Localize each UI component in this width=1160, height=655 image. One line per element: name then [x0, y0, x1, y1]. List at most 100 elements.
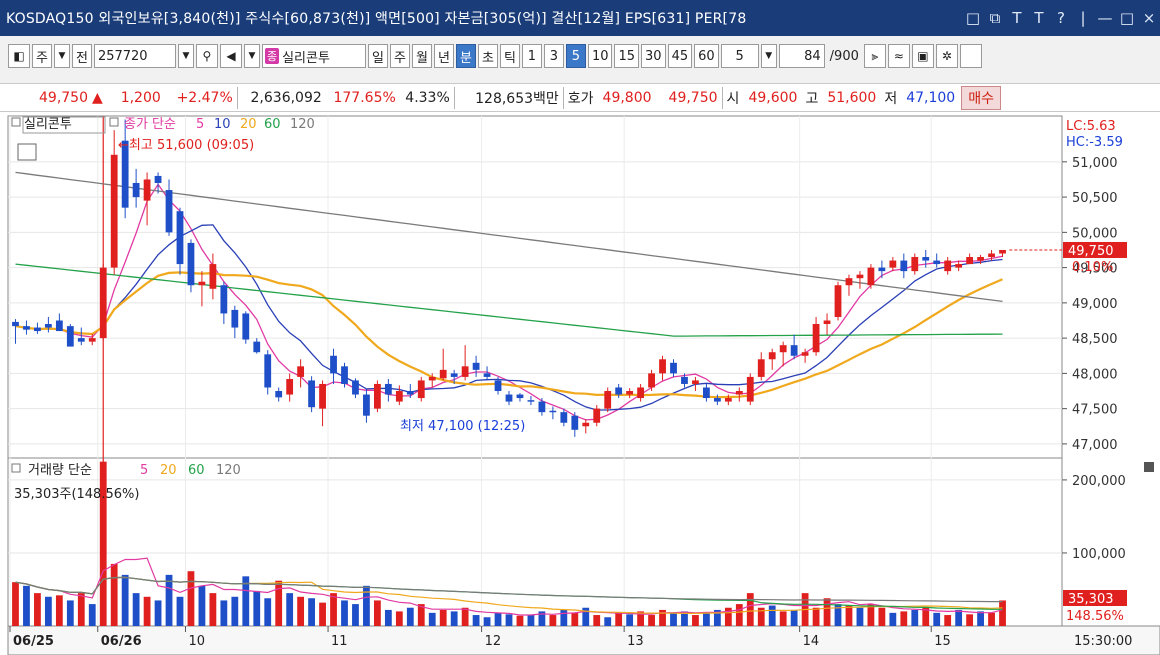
volume-legend-title: 거래량 단순	[28, 463, 92, 478]
quote-bar: 49,750 ▲ 1,200 +2.47% 2,636,092 177.65% …	[0, 84, 1160, 112]
volume-bar	[176, 596, 184, 626]
window-menu-icon[interactable]: ◧	[8, 44, 30, 68]
maximize-panel-icon[interactable]	[1144, 462, 1154, 472]
candle-body	[154, 175, 162, 183]
interval-60[interactable]: 60	[694, 44, 719, 68]
code-dropdown-icon[interactable]: ▼	[177, 44, 194, 68]
interval-dropdown-icon[interactable]: ▼	[760, 44, 777, 68]
volume-bar	[99, 461, 107, 626]
period-month[interactable]: 월	[411, 44, 432, 68]
vol-legend-ma60: 60	[188, 463, 205, 478]
x-tick-label: 10	[188, 634, 205, 649]
period-week[interactable]: 주	[389, 44, 410, 68]
period-day[interactable]: 일	[367, 44, 388, 68]
period-tick[interactable]: 틱	[499, 44, 520, 68]
prev-button[interactable]: 전	[71, 44, 92, 68]
volume-bar	[922, 607, 930, 626]
candle-body	[999, 249, 1006, 254]
legend-toggle-icon[interactable]	[109, 117, 119, 127]
price-legend-title: 종가 단순	[124, 117, 176, 132]
checkbox[interactable]	[959, 44, 982, 68]
candle-body	[99, 267, 107, 339]
volume-bar	[659, 609, 666, 626]
indicator-icon[interactable]: ⫸	[863, 44, 886, 68]
stock-code-input[interactable]: 257720	[93, 44, 176, 68]
copy-window-icon[interactable]: ⧉	[989, 9, 1001, 27]
vol-legend-ma5: 5	[140, 463, 148, 478]
chart-toolbar: ◧ 주 ▼ 전 257720 ▼ ⚲ ◀ ▼ 종 실리콘투 일 주 월 년 분 …	[0, 36, 1160, 84]
compare-icon[interactable]: ≈	[887, 44, 910, 68]
candle-body	[955, 264, 963, 268]
candle-body	[253, 341, 261, 353]
volume-bar	[66, 600, 74, 626]
candlestick-chart[interactable]: 51,000 50,500 50,000 49,500 49,000 48,500 48,0…	[0, 112, 1160, 655]
candle-body	[637, 387, 645, 399]
interval-5[interactable]: 5	[565, 44, 586, 68]
period-year[interactable]: 년	[433, 44, 454, 68]
chart-area[interactable]: 51,000 50,500 50,000 49,500 49,000 48,500 48,0…	[0, 112, 1160, 655]
x-tick-label: 11	[331, 634, 348, 649]
low-annotation: 최저 47,100 (12:25)	[400, 419, 525, 434]
candle-body	[527, 400, 535, 402]
volume-bar	[713, 609, 721, 626]
settings-icon[interactable]: ✲	[935, 44, 958, 68]
speaker-dropdown-icon[interactable]: ▼	[243, 44, 260, 68]
interval-1[interactable]: 1	[521, 44, 542, 68]
search-icon[interactable]: ⚲	[195, 44, 218, 68]
type-select[interactable]: 주	[32, 44, 52, 68]
font-icon[interactable]: T	[1034, 9, 1044, 27]
type-dropdown-icon[interactable]: ▼	[53, 44, 70, 68]
volume-bar	[231, 596, 239, 626]
period-second[interactable]: 초	[477, 44, 498, 68]
vol-legend-ma20: 20	[160, 463, 177, 478]
interval-30[interactable]: 30	[641, 44, 666, 68]
speaker-icon[interactable]: ◀	[219, 44, 242, 68]
candle-body	[494, 380, 502, 392]
legend-ma10: 10	[214, 117, 231, 132]
volume-bar	[154, 600, 162, 626]
volume-bar	[132, 593, 140, 626]
minimize-icon[interactable]: —	[1097, 9, 1113, 27]
save-icon[interactable]: ▣	[911, 44, 934, 68]
volume-bar	[856, 607, 864, 626]
interval-3[interactable]: 3	[543, 44, 564, 68]
x-tick-label: 14	[803, 634, 820, 649]
count-total: /900	[829, 48, 859, 64]
stock-name-field[interactable]: 종 실리콘투	[261, 44, 366, 68]
volume-panel-toggle-icon[interactable]	[11, 463, 21, 473]
volume-bar	[933, 612, 941, 626]
volume-bar	[264, 598, 272, 626]
volume-ratio: 177.65%	[333, 89, 396, 106]
grid-layer	[8, 116, 1062, 626]
interval-15[interactable]: 15	[614, 44, 640, 68]
low-label: 저	[884, 90, 898, 107]
volume-bar	[505, 614, 513, 626]
x-ticks: 06/25 06/26 10 11 12 13 14 15	[9, 626, 951, 649]
candle-body	[735, 391, 743, 395]
panel-collapse-icon[interactable]	[11, 117, 21, 127]
table-icon[interactable]	[17, 143, 37, 161]
interval-input[interactable]: 5	[720, 44, 759, 68]
interval-10[interactable]: 10	[587, 44, 613, 68]
count-input[interactable]: 84	[778, 44, 825, 68]
volume-bar	[834, 604, 842, 626]
interval-45[interactable]: 45	[667, 44, 693, 68]
close-icon[interactable]: ×	[1142, 9, 1156, 27]
maximize-icon[interactable]: □	[1119, 9, 1135, 27]
volume-bar	[494, 612, 502, 626]
bid-label: 호가	[567, 90, 594, 107]
restore-icon[interactable]: □	[965, 9, 981, 27]
volume-bar	[308, 598, 315, 626]
period-minute[interactable]: 분	[455, 44, 476, 68]
candle-body	[132, 182, 140, 198]
buy-button[interactable]: 매수	[961, 85, 1001, 110]
pin-icon[interactable]: T	[1012, 9, 1022, 27]
candle-body	[593, 408, 601, 423]
volume-bar	[187, 571, 195, 626]
help-icon[interactable]: ?	[1057, 9, 1065, 27]
candle-body	[373, 383, 381, 409]
candle-body	[505, 394, 513, 402]
volume-bar	[341, 600, 348, 626]
candle-body	[439, 369, 447, 379]
volume-bar	[648, 615, 655, 626]
